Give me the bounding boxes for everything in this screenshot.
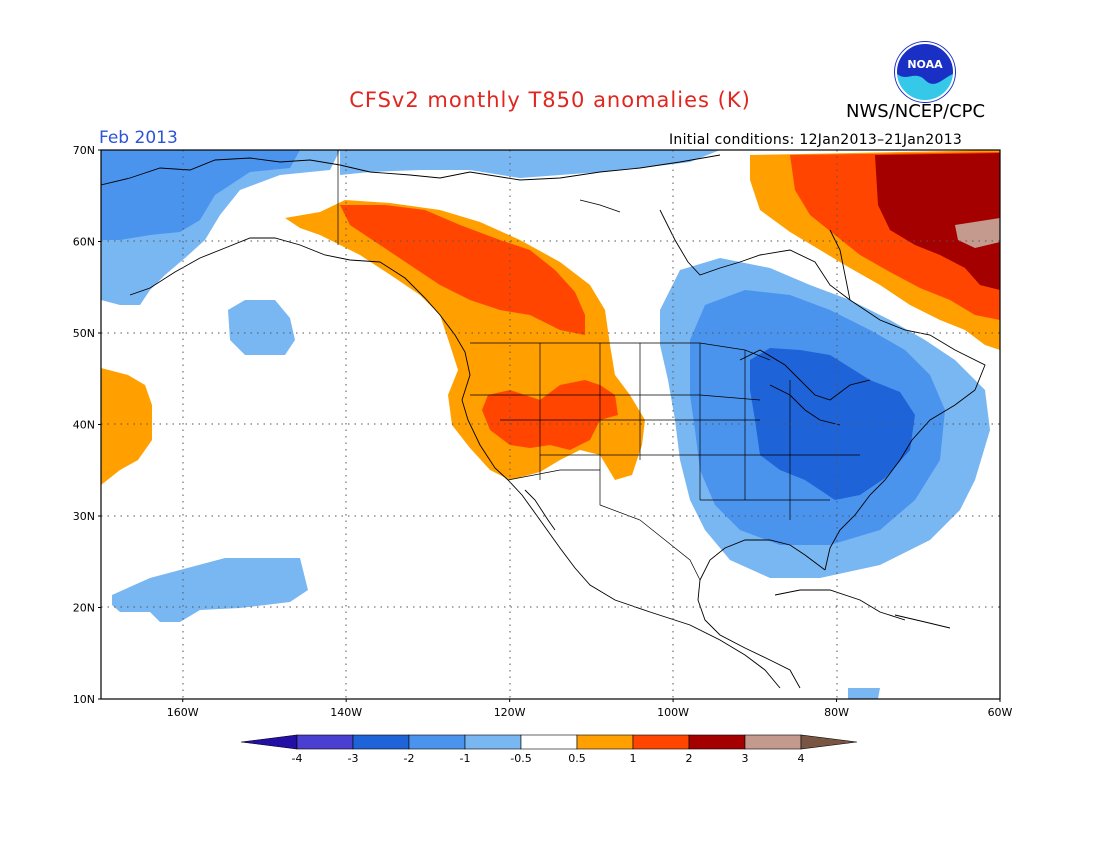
colorbar-swatch bbox=[632, 734, 690, 750]
colorbar-swatch bbox=[520, 734, 578, 750]
colorbar-label: -1 bbox=[460, 752, 471, 765]
lat-tick-label: 60N bbox=[73, 236, 95, 249]
colorbar-label: -2 bbox=[404, 752, 415, 765]
colorbar-label: 3 bbox=[742, 752, 749, 765]
alaska-bc-warm-core bbox=[340, 205, 585, 335]
colorbar-swatch bbox=[408, 734, 466, 750]
initial-conditions-label: Initial conditions: 12Jan2013–21Jan2013 bbox=[669, 132, 963, 148]
colorbar-swatch bbox=[464, 734, 522, 750]
colorbar-swatch bbox=[296, 734, 354, 750]
great-basin-warm-core bbox=[482, 380, 618, 450]
colorbar-swatch bbox=[688, 734, 746, 750]
lon-tick-label: 160W bbox=[167, 706, 199, 719]
hawaii-cool-band bbox=[112, 558, 308, 622]
lat-tick-label: 70N bbox=[73, 144, 95, 157]
noaa-logo: NOAA bbox=[894, 41, 956, 103]
lon-tick-label: 100W bbox=[657, 706, 689, 719]
colorbar-label: 2 bbox=[686, 752, 693, 765]
colorbar-swatch bbox=[576, 734, 634, 750]
latitude-labels: 10N 20N 30N 40N 50N 60N 70N bbox=[73, 144, 101, 706]
great-lakes-cool-core bbox=[750, 348, 915, 500]
lat-tick-label: 20N bbox=[73, 602, 95, 615]
colorbar-label: 4 bbox=[798, 752, 805, 765]
arctic-north-cool bbox=[340, 150, 720, 178]
labrador-warm-core bbox=[875, 153, 1000, 290]
colorbar-label: 1 bbox=[630, 752, 637, 765]
lat-tick-label: 50N bbox=[73, 327, 95, 340]
lon-tick-label: 140W bbox=[330, 706, 362, 719]
eastern-pacific-warm bbox=[101, 368, 152, 485]
chart-title: CFSv2 monthly T850 anomalies (K) bbox=[349, 88, 751, 112]
colorbar-swatch bbox=[744, 734, 802, 750]
lat-tick-label: 10N bbox=[73, 693, 95, 706]
caribbean-cool-patch bbox=[848, 688, 880, 699]
longitude-labels: 160W 140W 120W 100W 80W 60W bbox=[167, 699, 1013, 719]
lon-tick-label: 80W bbox=[824, 706, 849, 719]
valid-month-label: Feb 2013 bbox=[99, 128, 178, 148]
colorbar-label: 0.5 bbox=[568, 752, 586, 765]
colorbar: -4 -3 -2 -1 -0.5 0.5 1 2 3 4 bbox=[240, 734, 858, 765]
borders bbox=[337, 150, 860, 581]
lon-tick-label: 120W bbox=[494, 706, 526, 719]
colorbar-swatch bbox=[352, 734, 410, 750]
north-pacific-cool-patch bbox=[228, 300, 295, 355]
colorbar-min-arrow bbox=[240, 734, 298, 750]
lon-tick-label: 60W bbox=[988, 706, 1013, 719]
colorbar-label: -3 bbox=[348, 752, 359, 765]
agency-label: NWS/NCEP/CPC bbox=[846, 101, 986, 122]
colorbar-label: -4 bbox=[292, 752, 303, 765]
lat-tick-label: 40N bbox=[73, 419, 95, 432]
arctic-west-cool-core bbox=[101, 150, 300, 240]
colorbar-max-arrow bbox=[800, 734, 858, 750]
logo-text: NOAA bbox=[907, 58, 943, 71]
colorbar-label: -0.5 bbox=[510, 752, 531, 765]
lat-tick-label: 30N bbox=[73, 510, 95, 523]
graticule bbox=[101, 150, 1000, 699]
